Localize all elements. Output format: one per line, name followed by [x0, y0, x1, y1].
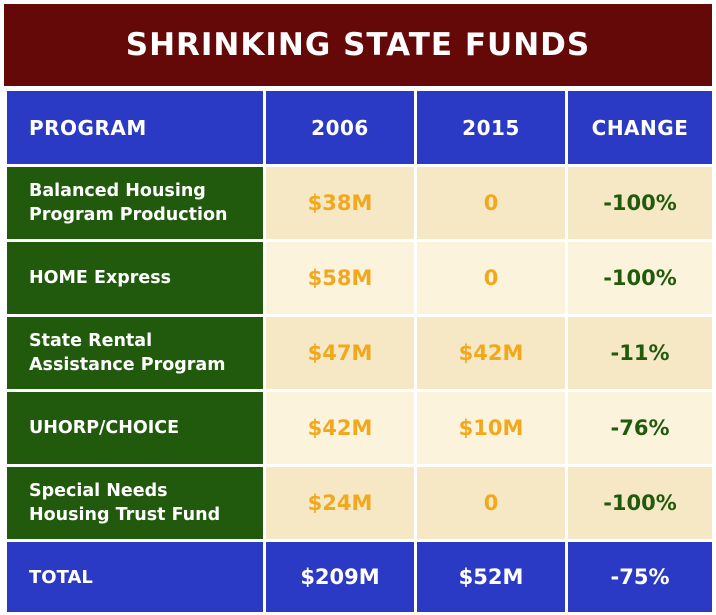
value-2006-cell: $47M [266, 317, 414, 389]
total-change-cell: -75% [568, 542, 712, 612]
value-2006-cell: $58M [266, 242, 414, 314]
total-row: TOTAL $209M $52M -75% [7, 542, 712, 612]
value-2015-cell: $42M [417, 317, 565, 389]
change-cell: -11% [568, 317, 712, 389]
change-cell: -100% [568, 167, 712, 239]
total-2015-cell: $52M [417, 542, 565, 612]
column-header-2015: 2015 [417, 91, 565, 164]
value-2015-cell: 0 [417, 242, 565, 314]
funds-table: PROGRAM 2006 2015 CHANGE Balanced Housin… [4, 88, 715, 615]
program-cell: Balanced Housing Program Production [7, 167, 263, 239]
header-row: PROGRAM 2006 2015 CHANGE [7, 91, 712, 164]
table-row: Special Needs Housing Trust Fund $24M 0 … [7, 467, 712, 539]
value-2006-cell: $42M [266, 392, 414, 464]
title-bar: SHRINKING STATE FUNDS [4, 4, 712, 86]
program-cell: HOME Express [7, 242, 263, 314]
value-2015-cell: 0 [417, 467, 565, 539]
value-2015-cell: 0 [417, 167, 565, 239]
value-2006-cell: $24M [266, 467, 414, 539]
program-cell: UHORP/CHOICE [7, 392, 263, 464]
column-header-program: PROGRAM [7, 91, 263, 164]
value-2015-cell: $10M [417, 392, 565, 464]
chart-title: SHRINKING STATE FUNDS [125, 27, 591, 63]
program-name-line: State Rental [29, 331, 153, 351]
total-2006-cell: $209M [266, 542, 414, 612]
column-header-change: CHANGE [568, 91, 712, 164]
change-cell: -100% [568, 467, 712, 539]
change-cell: -100% [568, 242, 712, 314]
column-header-2006: 2006 [266, 91, 414, 164]
program-name-line: Program Production [29, 205, 228, 225]
program-cell: State Rental Assistance Program [7, 317, 263, 389]
program-name-line: Housing Trust Fund [29, 505, 221, 525]
program-name-line: Special Needs [29, 481, 168, 501]
program-name-line: Balanced Housing [29, 181, 206, 201]
table-row: State Rental Assistance Program $47M $42… [7, 317, 712, 389]
value-2006-cell: $38M [266, 167, 414, 239]
total-label: TOTAL [7, 542, 263, 612]
table-row: Balanced Housing Program Production $38M… [7, 167, 712, 239]
table-row: UHORP/CHOICE $42M $10M -76% [7, 392, 712, 464]
program-cell: Special Needs Housing Trust Fund [7, 467, 263, 539]
table-row: HOME Express $58M 0 -100% [7, 242, 712, 314]
program-name-line: UHORP/CHOICE [29, 418, 180, 438]
program-name-line: Assistance Program [29, 355, 226, 375]
program-name-line: HOME Express [29, 268, 172, 288]
change-cell: -76% [568, 392, 712, 464]
